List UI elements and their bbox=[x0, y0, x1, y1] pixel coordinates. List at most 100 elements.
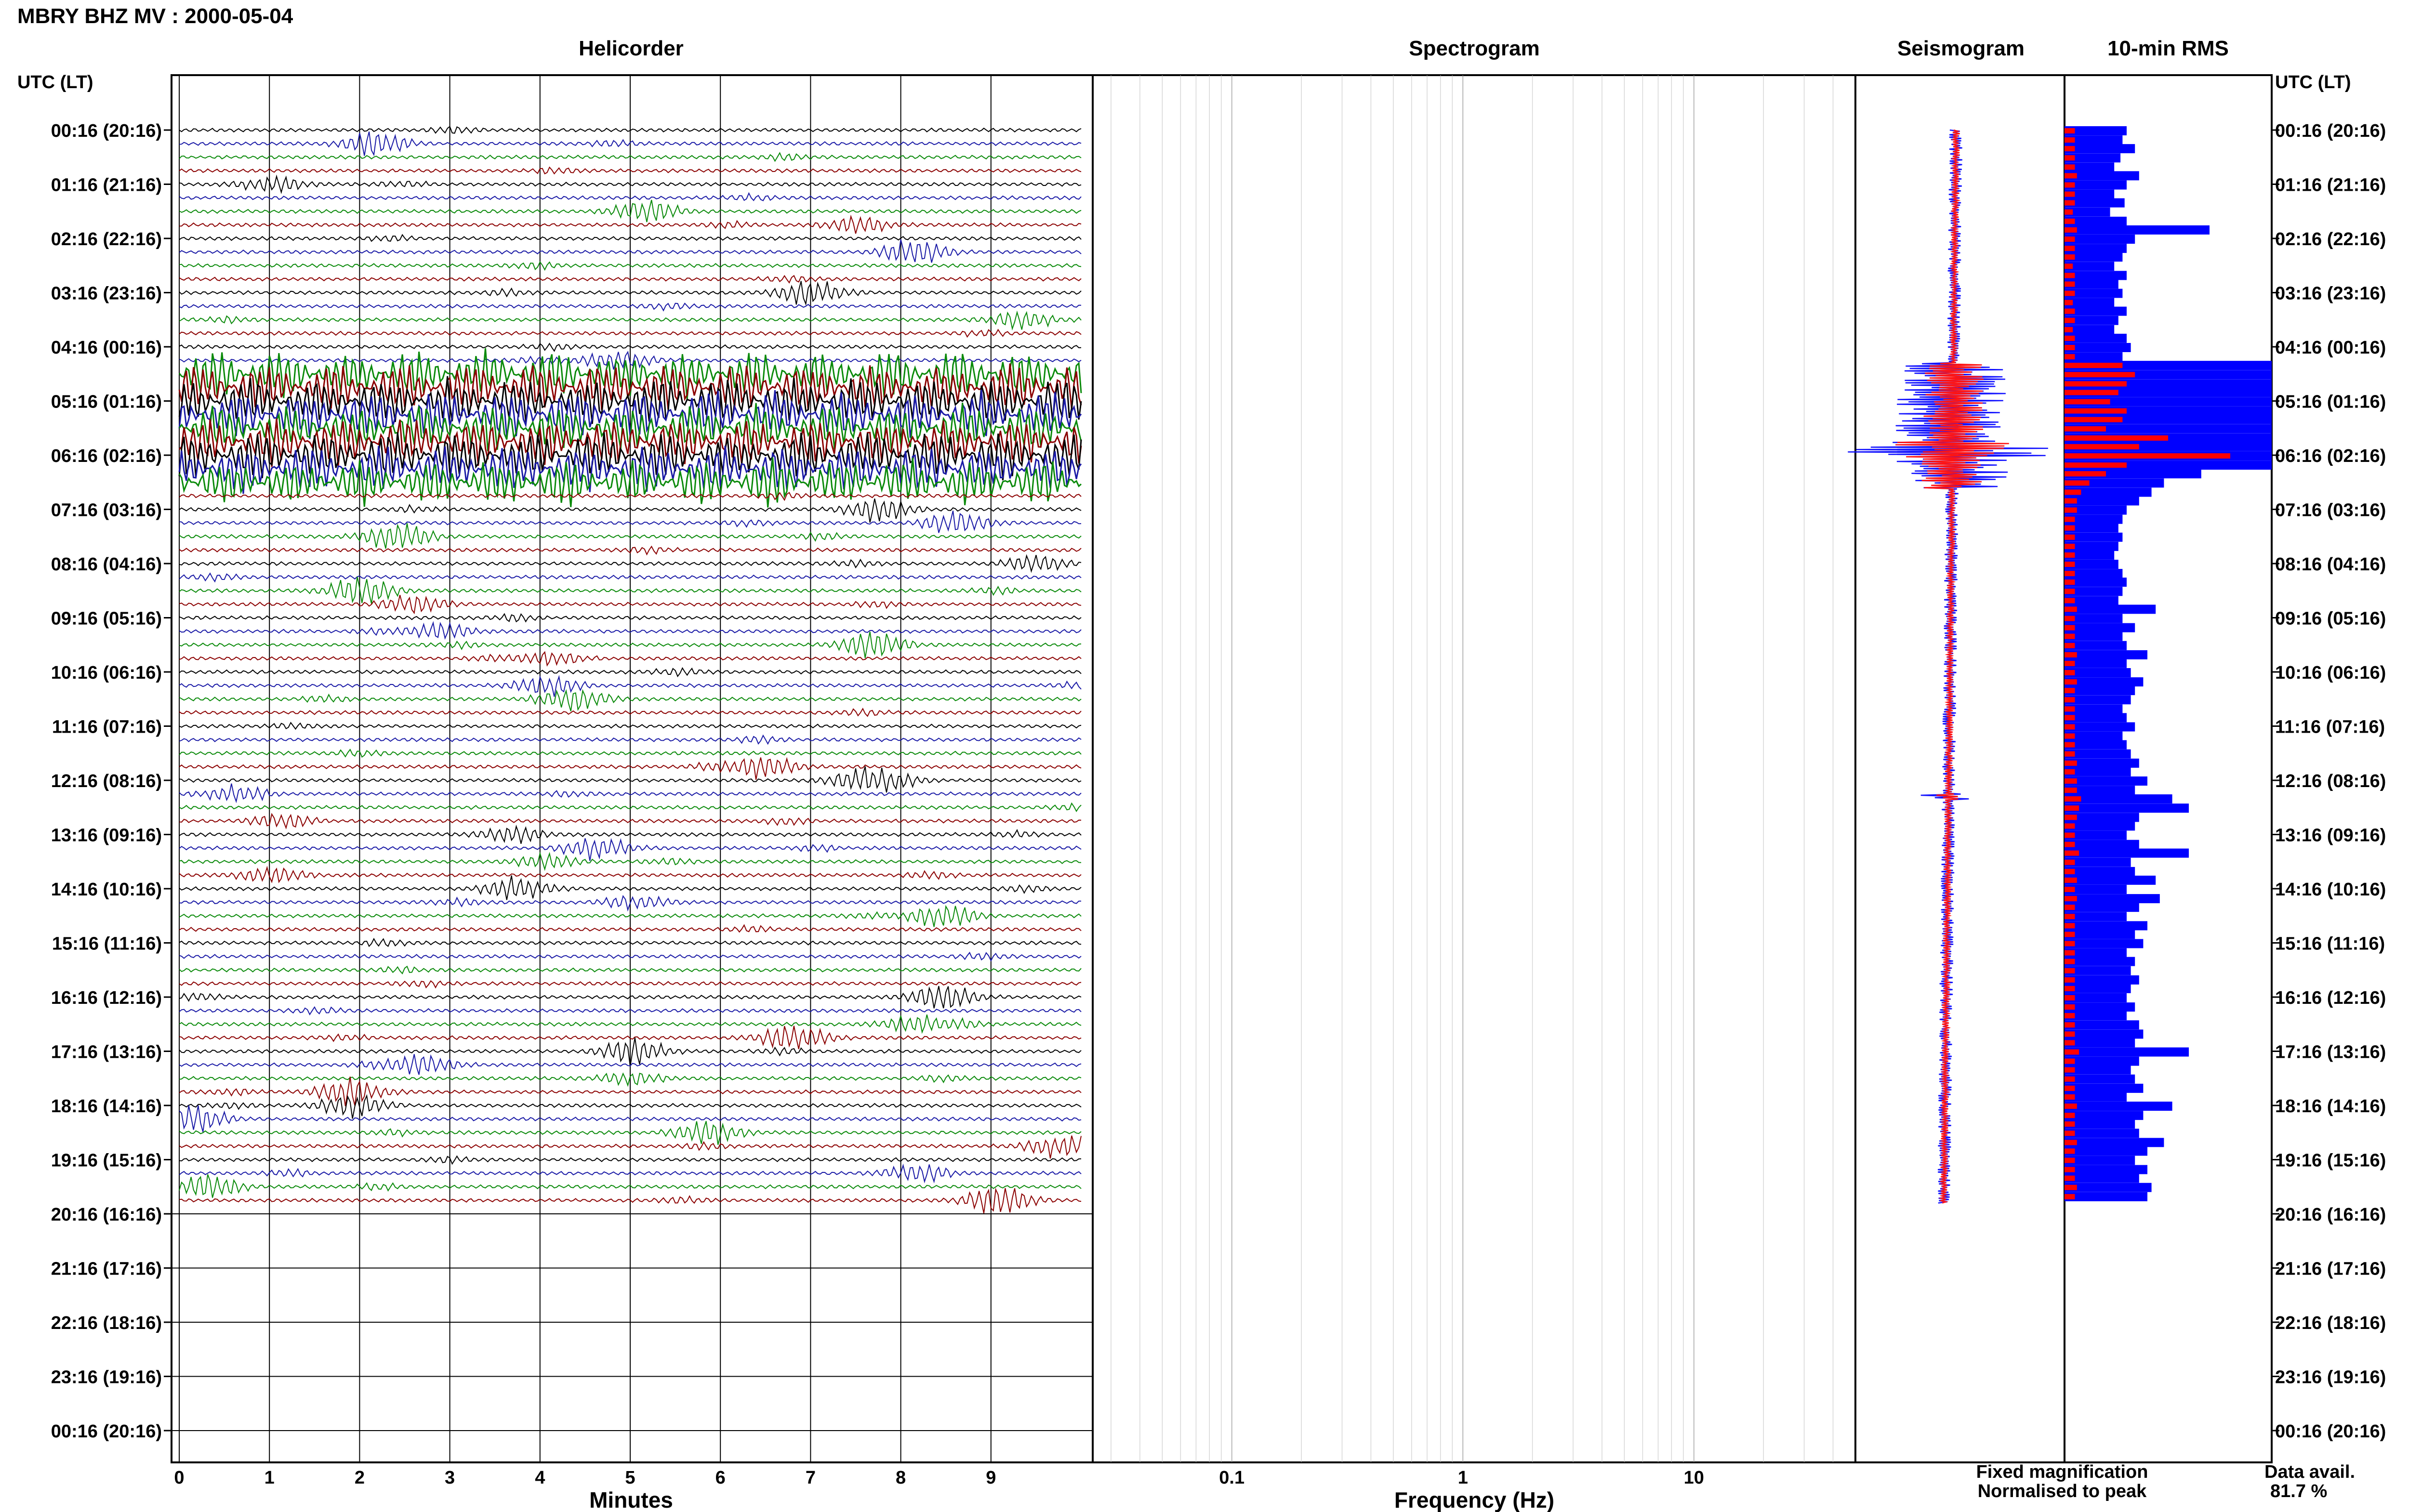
rms-bar-fixed bbox=[2065, 244, 2127, 253]
helicorder-trace-line bbox=[179, 192, 1082, 201]
helicorder-trace-line bbox=[179, 851, 1082, 871]
rms-bar-fixed bbox=[2065, 252, 2123, 262]
rms-bar-fixed bbox=[2065, 189, 2115, 199]
helicorder-trace-line bbox=[179, 275, 1082, 284]
rms-bar-normalised bbox=[2065, 209, 2073, 215]
helicorder-trace-line bbox=[179, 894, 1082, 912]
helicorder-trace-line bbox=[179, 1105, 1082, 1132]
helicorder-trace-line bbox=[179, 708, 1082, 717]
rms-bar-normalised bbox=[2065, 263, 2073, 269]
helicorder-trace-line bbox=[179, 166, 1082, 175]
helicorder-trace-line bbox=[179, 924, 1082, 933]
helicorder-trace-line bbox=[178, 348, 1082, 399]
helicorder-trace-line bbox=[179, 214, 1082, 234]
helicorder-trace-line bbox=[179, 125, 1082, 134]
rms-bar-fixed bbox=[2065, 180, 2127, 190]
spectrogram-panel bbox=[1092, 74, 1856, 1463]
helicorder-trace-line bbox=[179, 675, 1082, 697]
helicorder-trace-line bbox=[179, 351, 1082, 370]
helicorder-trace-line bbox=[179, 199, 1082, 223]
helicorder-trace-line bbox=[179, 937, 1082, 947]
rms-bar-fixed bbox=[2065, 306, 2127, 316]
rms-bar-normalised bbox=[2065, 317, 2075, 323]
rms-bar-normalised bbox=[2065, 146, 2075, 152]
rms-bar-normalised bbox=[2065, 273, 2075, 278]
seismogram-panel bbox=[1848, 74, 2065, 1463]
helicorder-trace-line bbox=[179, 667, 1082, 678]
helicorder-trace-line bbox=[178, 363, 1082, 410]
seismogram-title: Seismogram bbox=[1897, 37, 2025, 60]
helicorder-trace-line bbox=[179, 1174, 1082, 1198]
rms-bar-fixed bbox=[2065, 162, 2115, 172]
helicorder-trace-line bbox=[179, 905, 1082, 927]
helicorder-trace-line bbox=[179, 1006, 1082, 1016]
rms-bar-normalised bbox=[2065, 137, 2075, 143]
helicorder-trace-line bbox=[179, 342, 1082, 352]
left-axis-title: UTC (LT) bbox=[17, 72, 93, 92]
helicorder-trace-line bbox=[179, 1187, 1082, 1214]
helicorder-trace-line bbox=[179, 689, 1082, 711]
helicorder-trace-line bbox=[179, 152, 1082, 162]
helicorder-trace-line bbox=[179, 131, 1082, 157]
helicorder-trace-line bbox=[179, 766, 1082, 793]
helicorder-trace-line bbox=[179, 492, 1082, 501]
rms-bar-fixed bbox=[2065, 225, 2210, 235]
rms-bar-fixed bbox=[2065, 333, 2127, 343]
helicorder-title: Helicorder bbox=[579, 37, 684, 60]
rms-bar-fixed bbox=[2065, 153, 2121, 163]
helicorder-trace-line bbox=[179, 1072, 1082, 1087]
helicorder-trace-line bbox=[179, 986, 1082, 1009]
helicorder-trace-line bbox=[179, 572, 1082, 583]
rms-bar-normalised bbox=[2065, 182, 2075, 188]
rms-bar-fixed bbox=[2065, 235, 2135, 244]
rms-bar-normalised bbox=[2065, 281, 2075, 287]
helicorder-trace-line bbox=[179, 651, 1082, 667]
helicorder-trace-line bbox=[179, 1014, 1082, 1034]
helicorder-trace-line bbox=[179, 1077, 1082, 1106]
helicorder-trace-line bbox=[179, 722, 1082, 730]
rms-bar-normalised bbox=[2065, 345, 2075, 350]
rms-bar-normalised bbox=[2065, 308, 2075, 314]
rms-bar-normalised bbox=[2065, 290, 2075, 296]
rms-bar-normalised bbox=[2065, 218, 2075, 224]
rms-bar-normalised bbox=[2065, 354, 2075, 360]
rms-bar-fixed bbox=[2065, 198, 2125, 208]
helicorder-traces bbox=[178, 125, 1082, 1214]
rms-bar-fixed bbox=[2065, 316, 2118, 325]
helicorder-trace-line bbox=[179, 511, 1082, 533]
rms-panel bbox=[2064, 74, 2273, 1463]
helicorder-trace-line bbox=[179, 824, 1082, 844]
helicorder-trace-line bbox=[179, 577, 1082, 604]
rms-bar-normalised bbox=[2065, 227, 2077, 233]
helicorder-trace-line bbox=[179, 302, 1082, 312]
helicorder-trace-line bbox=[179, 1026, 1082, 1050]
helicorder-trace-line bbox=[179, 310, 1082, 331]
helicorder-trace-line bbox=[179, 838, 1082, 861]
helicorder-trace-line bbox=[179, 594, 1082, 615]
helicorder-trace-line bbox=[179, 613, 1082, 623]
helicorder-trace-line bbox=[179, 1121, 1082, 1145]
helicorder-trace-line bbox=[179, 545, 1082, 556]
rms-bar-normalised bbox=[2065, 173, 2077, 179]
rms-bar-fixed bbox=[2065, 262, 2115, 271]
helicorder-trace-line bbox=[179, 1163, 1082, 1183]
rms-bar-normalised bbox=[2065, 128, 2075, 133]
rms-bar-fixed bbox=[2065, 289, 2123, 298]
rms-bar-fixed bbox=[2065, 325, 2115, 334]
helicorder-trace-line bbox=[179, 1135, 1082, 1159]
helicorder-trace-line bbox=[179, 1054, 1082, 1075]
rms-bar-fixed bbox=[2065, 352, 2123, 362]
helicorder-trace-line bbox=[179, 734, 1082, 745]
helicorder-trace-line bbox=[179, 965, 1082, 975]
rms-bar-normalised bbox=[2065, 164, 2075, 170]
helicorder-trace-line bbox=[179, 813, 1082, 830]
helicorder-trace-line bbox=[179, 1094, 1082, 1119]
rms-bar-normalised bbox=[2065, 191, 2075, 197]
spectrogram-title: Spectrogram bbox=[1409, 37, 1539, 60]
helicorder-trace-line bbox=[179, 281, 1082, 306]
helicorder-trace-line bbox=[179, 866, 1082, 883]
page-title: MBRY BHZ MV : 2000-05-04 bbox=[17, 4, 293, 28]
rms-bar-normalised bbox=[2065, 254, 2075, 260]
rms-bar-normalised bbox=[2065, 327, 2073, 332]
